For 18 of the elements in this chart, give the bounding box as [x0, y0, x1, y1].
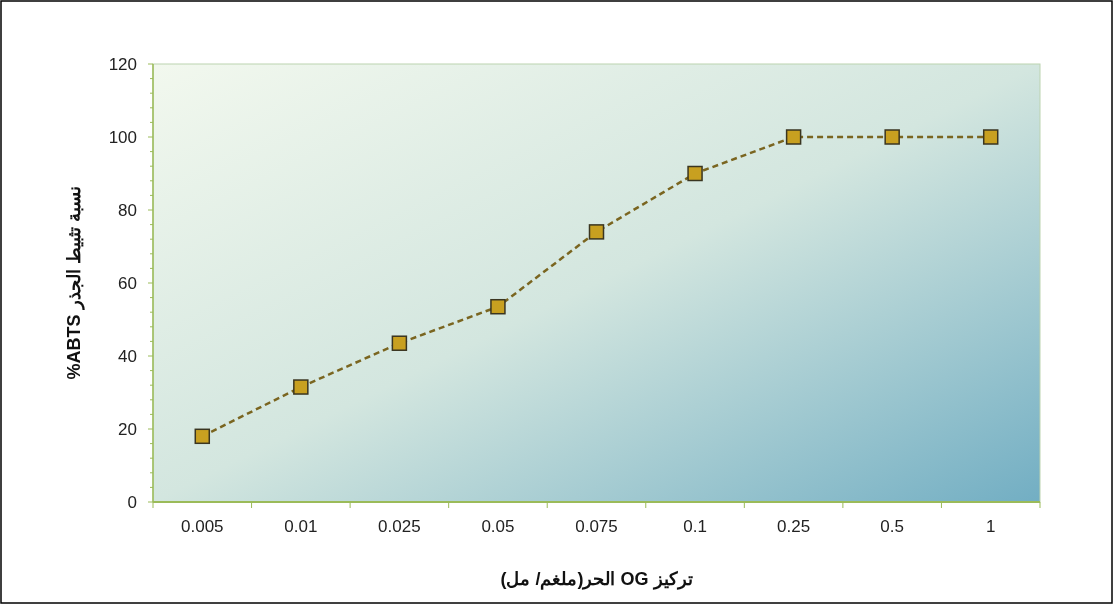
x-axis-title: تركيز OG الحر(ملغم/ مل) — [500, 569, 693, 590]
x-tick-label: 0.01 — [284, 517, 318, 536]
y-tick-label: 120 — [108, 55, 137, 74]
x-tick-label: 1 — [985, 517, 996, 536]
x-tick-label: 0.025 — [378, 517, 421, 536]
x-tick-label: 0.05 — [481, 517, 515, 536]
x-tick-label: 0.005 — [181, 517, 224, 536]
x-tick-label: 0.25 — [777, 517, 811, 536]
x-tick-label: 0.5 — [880, 517, 904, 536]
y-tick-label: 0 — [127, 493, 137, 512]
y-tick-label: 40 — [118, 347, 137, 366]
x-tick-label: 0.075 — [575, 517, 618, 536]
y-axis-title: نسبة تثبيط الجذر ABTS% — [64, 186, 85, 380]
y-tick-label: 100 — [108, 128, 137, 147]
y-tick-label: 60 — [118, 274, 137, 293]
y-tick-label: 80 — [118, 201, 137, 220]
y-tick-label: 20 — [118, 420, 137, 439]
x-tick-label: 0.1 — [683, 517, 707, 536]
